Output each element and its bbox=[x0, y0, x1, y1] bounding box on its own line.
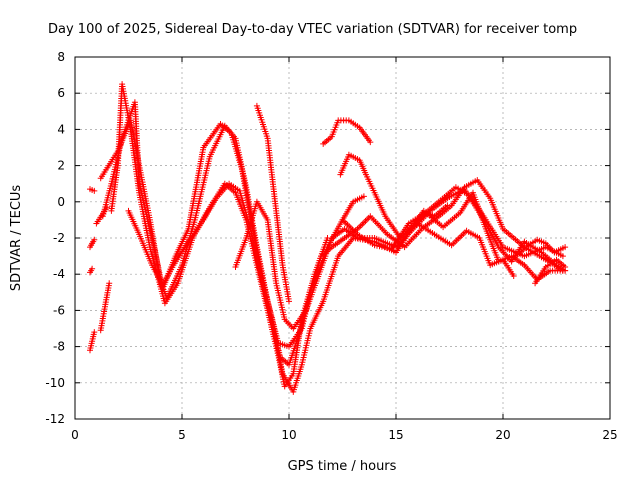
x-axis-title: GPS time / hours bbox=[288, 459, 397, 474]
series-markers bbox=[87, 329, 98, 354]
series-markers bbox=[532, 256, 569, 287]
series-line bbox=[100, 119, 365, 348]
x-tick-label: 15 bbox=[388, 428, 403, 442]
x-tick-label: 5 bbox=[178, 428, 186, 442]
x-tick-label: 0 bbox=[71, 428, 79, 442]
y-tick-label: 8 bbox=[57, 50, 65, 64]
series-pass-n bbox=[87, 236, 98, 251]
x-tick-label: 25 bbox=[602, 428, 617, 442]
series-markers bbox=[87, 265, 96, 276]
chart-title: Day 100 of 2025, Sidereal Day-to-day VTE… bbox=[48, 22, 577, 37]
series-pass-p bbox=[97, 280, 113, 334]
y-tick-label: -2 bbox=[53, 231, 65, 245]
series-markers bbox=[97, 280, 113, 334]
series-pass-o bbox=[87, 329, 98, 354]
series-pass-i bbox=[320, 117, 374, 147]
grid-lines bbox=[75, 57, 610, 419]
x-tick-label: 10 bbox=[281, 428, 296, 442]
series-pass-m bbox=[87, 186, 98, 194]
series-pass-l bbox=[532, 256, 569, 287]
y-axis-title: SDTVAR / TECUs bbox=[9, 185, 24, 292]
y-tick-label: -6 bbox=[53, 303, 65, 317]
y-axis: -12 -10 -8 -6 -4 -2 0 2 4 6 8 bbox=[45, 50, 610, 426]
data-series bbox=[87, 81, 569, 395]
series-markers bbox=[253, 102, 292, 305]
y-tick-label: -10 bbox=[45, 376, 65, 390]
x-tick-label: 20 bbox=[495, 428, 510, 442]
series-markers bbox=[337, 151, 451, 241]
plot-frame bbox=[74, 56, 611, 420]
y-tick-label: 4 bbox=[57, 122, 65, 136]
series-pass-q bbox=[87, 265, 96, 276]
y-tick-label: -8 bbox=[53, 340, 65, 354]
series-markers bbox=[93, 204, 111, 227]
y-tick-label: 2 bbox=[57, 159, 65, 173]
series-pass-k bbox=[512, 236, 569, 260]
x-axis: 0 5 10 15 20 25 bbox=[71, 57, 618, 442]
y-tick-label: -12 bbox=[45, 412, 65, 426]
series-markers bbox=[320, 117, 374, 147]
series-pass-j bbox=[253, 102, 292, 305]
series-pass-r bbox=[93, 204, 111, 227]
y-tick-label: 0 bbox=[57, 195, 65, 209]
y-tick-label: -4 bbox=[53, 267, 65, 281]
y-tick-label: 6 bbox=[57, 86, 65, 100]
series-pass-h bbox=[337, 151, 451, 241]
series-markers bbox=[512, 236, 569, 260]
series-markers bbox=[87, 186, 98, 194]
series-markers bbox=[87, 236, 98, 251]
